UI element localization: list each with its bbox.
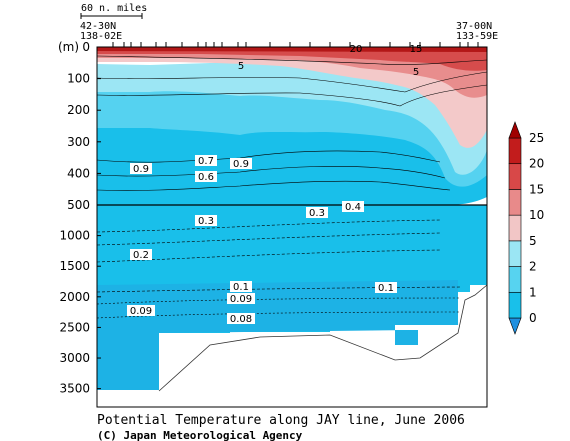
contour-label-box <box>130 163 152 174</box>
contour-label: 5 <box>413 67 419 78</box>
scale-bar-label: 60 n. miles <box>81 3 147 14</box>
colorbar-min-triangle <box>508 317 522 335</box>
contour-label: 0.6 <box>198 172 214 183</box>
contour-label: 0.1 <box>378 283 394 294</box>
chart-title: Potential Temperature along JAY line, Ju… <box>97 413 465 428</box>
band-below-0-1 <box>97 120 487 205</box>
contour-label-box <box>127 305 155 316</box>
section-header: 60 n. miles 42-30N 138-02E 37-00N 133-59… <box>80 3 498 42</box>
contour-label: 0.2 <box>133 250 149 261</box>
contour-label-box <box>306 207 328 218</box>
contour-label-box <box>227 293 255 304</box>
contour-label-box <box>375 282 397 293</box>
colorbar-segment <box>508 266 522 293</box>
plot-area <box>97 47 487 407</box>
contour-label: 15 <box>410 44 423 55</box>
colorbar-segment <box>508 291 522 319</box>
colorbar-segment <box>508 137 522 165</box>
plot-frame <box>96 46 488 408</box>
y-tick-label: 100 <box>67 72 90 86</box>
colorbar-tick-label: 2 <box>529 260 537 274</box>
colorbar-tick-label: 0 <box>529 311 537 325</box>
end-station-lon: 133-59E <box>456 31 498 42</box>
contour-label: 5 <box>238 61 244 72</box>
contour-label: 0.09 <box>130 306 152 317</box>
credit-text: (C) Japan Meteorological Agency <box>97 429 303 441</box>
y-tick-label: 0 <box>82 40 90 54</box>
contour-label-box <box>227 313 255 324</box>
deep-water-below-0-1 <box>97 280 458 390</box>
band-above-20 <box>97 47 487 52</box>
y-tick-label: 3500 <box>59 382 90 396</box>
contour-label: 0.7 <box>198 156 214 167</box>
contour-label-box <box>230 281 252 292</box>
colorbar-tick-label: 25 <box>529 131 544 145</box>
band-10-to-15 <box>97 50 487 98</box>
contour-label-box <box>195 155 217 166</box>
band-5-to-10 <box>97 52 487 148</box>
y-tick-label: 3000 <box>59 351 90 365</box>
contour-label: 0.9 <box>233 159 249 170</box>
y-tick-label: 1500 <box>59 259 90 273</box>
contour-label-box <box>195 215 217 226</box>
colorbar-tick-label: 10 <box>529 208 544 222</box>
start-station-lat: 42-30N <box>80 21 116 32</box>
colorbar-segment <box>508 163 522 190</box>
y-axis-ticks: 0 100 200 300 400 500 1000 1500 2000 2500 3000 3500 <box>59 40 101 396</box>
contour-label-box <box>230 158 252 169</box>
colorbar-tick-label: 5 <box>529 234 537 248</box>
y-tick-label: 400 <box>67 166 90 180</box>
contour-label: 0.4 <box>345 202 361 213</box>
colorbar-segment <box>508 189 522 216</box>
y-tick-label: 200 <box>67 103 90 117</box>
contour-label: 20 <box>350 44 363 55</box>
start-station-lon: 138-02E <box>80 31 122 42</box>
y-tick-label: 300 <box>67 135 90 149</box>
contour-label: 0.09 <box>230 294 252 305</box>
contour-label-box <box>342 201 364 212</box>
y-tick-label: 1000 <box>59 229 90 243</box>
contour-label-box <box>130 249 152 260</box>
end-station-lat: 37-00N <box>456 21 492 32</box>
colorbar-tick-label: 20 <box>529 157 544 171</box>
colorbar-tick-label: 1 <box>529 285 537 299</box>
contour-label: 0.08 <box>230 314 252 325</box>
contour-label: 0.3 <box>309 208 325 219</box>
colorbar-segment <box>508 214 522 242</box>
contour-label: 0.3 <box>198 216 214 227</box>
band-15-to-20 <box>97 48 487 71</box>
y-axis-label: (m) <box>58 40 79 54</box>
y-tick-label: 2000 <box>59 290 90 304</box>
contour-labels: 20 15550.90.70.60.90.40.30.30.20.10.10.09… <box>127 44 422 325</box>
y-tick-label: 500 <box>67 198 90 212</box>
contour-label: 0.1 <box>233 282 249 293</box>
colorbar-tick-label: 15 <box>529 182 544 196</box>
contour-label: 0.9 <box>133 164 149 175</box>
colorbar-max-triangle <box>508 121 522 139</box>
contour-label-box <box>195 171 217 182</box>
station-ticks <box>112 42 479 47</box>
colorbar-segment <box>508 240 522 267</box>
bottom-topography-line <box>158 284 488 392</box>
y-tick-label: 2500 <box>59 320 90 334</box>
band-2-to-5 <box>97 60 487 175</box>
